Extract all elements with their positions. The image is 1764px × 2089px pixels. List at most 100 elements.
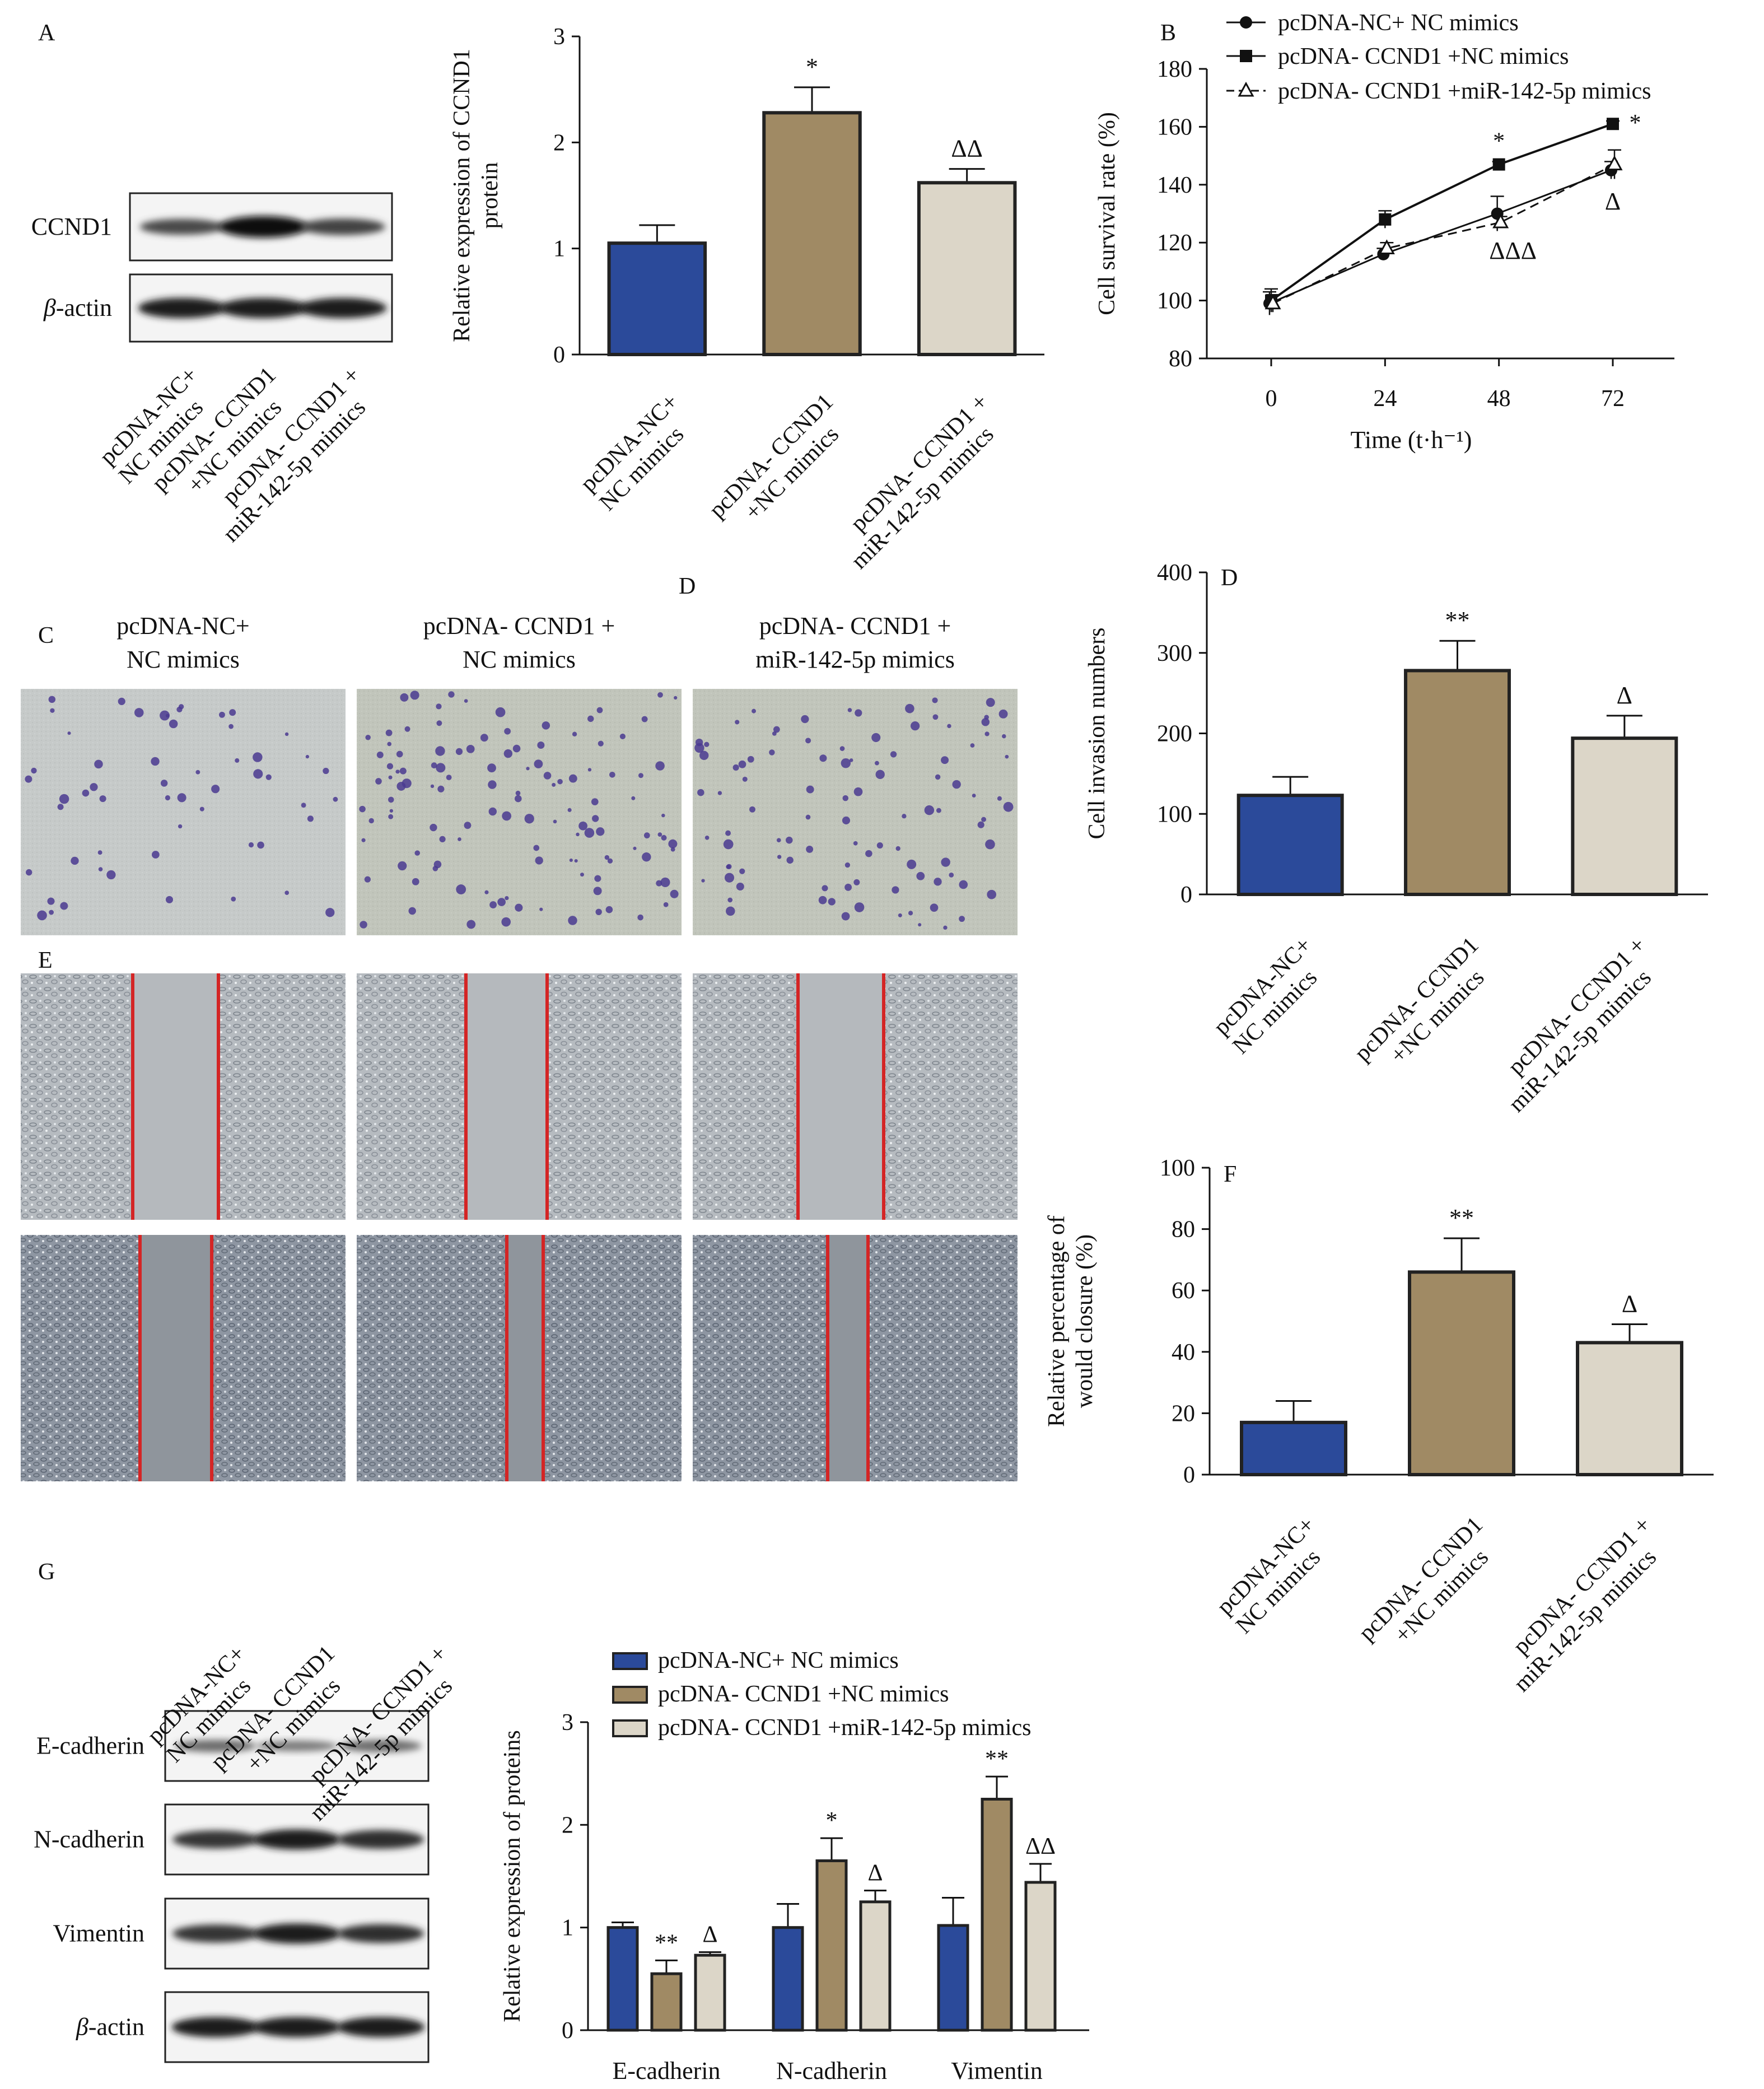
stained-cell	[361, 838, 366, 842]
stained-cell	[430, 784, 435, 789]
stained-cell	[504, 728, 511, 735]
stained-cell	[717, 791, 722, 795]
chart-g-bar-0-2	[694, 1953, 726, 2032]
stained-cell	[905, 703, 914, 714]
stained-cell	[515, 790, 521, 796]
stained-cell	[619, 733, 626, 739]
stained-cell	[368, 818, 374, 824]
stained-cell	[151, 757, 160, 766]
stained-cell	[165, 795, 170, 801]
stained-cell	[466, 744, 475, 753]
stained-cell	[587, 715, 594, 722]
stained-cell	[801, 715, 809, 724]
chart-f-bar-0	[1240, 1420, 1347, 1477]
stained-cell	[732, 764, 739, 771]
panel-letter-b: B	[1160, 20, 1176, 46]
chart-g-legend-label-2: pcDNA- CCND1 +miR-142-5p mimics	[658, 1715, 1031, 1741]
chart-g-annotation-2-1: **	[985, 1746, 1009, 1772]
chart-b-y-tick-label-4: 160	[1157, 114, 1192, 140]
stained-cell	[1002, 734, 1006, 739]
stained-cell	[375, 778, 382, 785]
chart-b-marker-1-2	[1492, 158, 1505, 171]
stained-cell	[539, 907, 543, 911]
stained-cell	[949, 872, 954, 878]
chart-b-marker-1-3	[1607, 118, 1619, 130]
chart-a-x-label-2: pcDNA- CCND1 +miR-142-5p mimics	[846, 389, 999, 575]
stained-cell	[433, 860, 442, 869]
chart-b-y-tick-label-1: 100	[1157, 288, 1192, 314]
stained-cell	[47, 897, 55, 905]
chart-a-bar-0	[607, 241, 707, 357]
stained-cell	[160, 710, 170, 721]
stained-cell	[25, 775, 32, 783]
stained-cell	[464, 699, 468, 703]
chart-d-y-tick-label-0: 0	[1180, 882, 1192, 908]
stained-cell	[908, 911, 913, 916]
blot-a-row-label-1: β-actin	[43, 294, 112, 321]
stained-cell	[385, 729, 393, 736]
chart-b-marker-2-0	[1264, 294, 1281, 310]
chart-a-bar-2	[917, 181, 1017, 356]
blot-g-band-1-0	[172, 1830, 259, 1849]
transwell-texture-2	[693, 689, 1018, 935]
stained-cell	[395, 770, 400, 774]
stained-cell	[436, 703, 442, 710]
chart-b-marker-2-3	[1606, 155, 1623, 171]
blot-a-band-1-0	[138, 297, 226, 319]
chart-b-annotation-1: *	[1630, 110, 1641, 136]
stained-cell	[495, 707, 506, 717]
stained-cell	[71, 856, 79, 865]
stained-cell	[605, 906, 613, 913]
stained-cell	[591, 798, 599, 805]
blot-g-band-1-2	[337, 1830, 424, 1849]
chart-a-x-label-0: pcDNA-NC+NC mimics	[576, 389, 689, 516]
chart-f-y-axis-label-1: would closure (%)	[1072, 1234, 1098, 1408]
stained-cell	[572, 731, 577, 737]
chart-g-y-tick-label-3: 3	[562, 1710, 573, 1736]
stained-cell	[725, 830, 731, 836]
stained-cell	[82, 789, 90, 797]
chart-d-x-label-2: pcDNA- CCND1 +miR-142-5p mimics	[1503, 932, 1656, 1118]
chart-b-legend-marker-2	[1238, 81, 1254, 97]
stained-cell	[773, 726, 780, 733]
stained-cell	[596, 827, 605, 836]
chart-a-y-tick-label-3: 3	[553, 24, 565, 50]
stained-cell	[898, 913, 902, 917]
panel-letter-d-top: D	[679, 573, 696, 599]
stained-cell	[918, 923, 922, 927]
chart-g-y-tick-label-1: 1	[562, 1915, 573, 1941]
blot-g-band-1-1	[253, 1829, 341, 1850]
stained-cell	[437, 785, 445, 792]
panel-letter-c: C	[38, 623, 54, 649]
stained-cell	[576, 832, 580, 837]
stained-cell	[941, 857, 950, 867]
blot-g-band-2-0	[172, 1924, 259, 1943]
stained-cell	[596, 707, 603, 714]
stained-cell	[524, 814, 534, 824]
stained-cell	[199, 806, 204, 812]
stained-cell	[855, 709, 862, 717]
stained-cell	[229, 709, 236, 716]
stained-cell	[552, 782, 556, 787]
stained-cell	[430, 823, 437, 832]
stained-cell	[699, 750, 709, 761]
stained-cell	[657, 692, 663, 698]
chart-b-x-tick-label-1: 24	[1373, 386, 1397, 412]
stained-cell	[219, 711, 225, 718]
stained-cell	[388, 796, 394, 803]
chart-f-y-axis-label-0: Relative percentage of	[1044, 1215, 1070, 1427]
stained-cell	[609, 771, 615, 778]
stained-cell	[466, 920, 476, 929]
chart-a-x-label-1: pcDNA- CCND1+NC mimics	[704, 389, 843, 525]
stained-cell	[739, 868, 745, 874]
stained-cell	[231, 896, 236, 902]
blot-g-band-2-1	[253, 1923, 341, 1944]
chart-b-y-tick-label-3: 140	[1157, 172, 1192, 198]
stained-cell	[567, 808, 572, 812]
stained-cell	[404, 726, 410, 732]
chart-d-annotation-1: **	[1445, 607, 1470, 634]
stained-cell	[657, 832, 662, 837]
stained-cell	[853, 787, 863, 796]
stained-cell	[769, 749, 775, 756]
chart-f-annotation-2: Δ	[1622, 1290, 1637, 1317]
